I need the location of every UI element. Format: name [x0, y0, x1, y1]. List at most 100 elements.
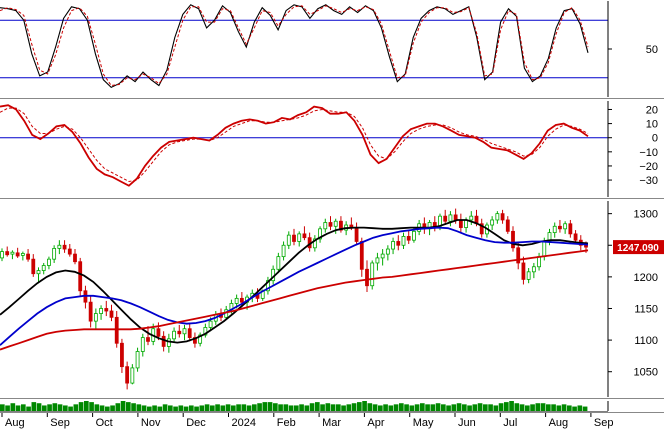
price-panel: 1300125012001150110010501247.090 [0, 208, 664, 390]
candle-body [161, 335, 166, 347]
candle-body [391, 241, 395, 250]
volume-bar [320, 404, 325, 411]
candle [47, 256, 51, 270]
volume-bar [451, 404, 457, 411]
candle [505, 216, 510, 234]
candle [172, 327, 176, 343]
volume-bar [231, 405, 236, 411]
candle-body [401, 236, 406, 246]
y-tick-label: 1300 [634, 209, 658, 221]
volume-bar [246, 405, 252, 411]
candle-body [15, 252, 20, 257]
volume-bar [315, 402, 320, 411]
volume-bar [15, 405, 21, 411]
candle-body [73, 253, 77, 263]
x-tick-label: 2024 [232, 417, 256, 429]
candle-body [406, 236, 411, 241]
candle-body [323, 222, 328, 230]
volume-bar [309, 403, 315, 411]
candle [354, 222, 359, 246]
volume-bar [0, 404, 5, 411]
y-tick-label: 0 [652, 133, 658, 145]
volume-bar [467, 405, 472, 411]
volume-bar [210, 405, 215, 411]
volume-bar [189, 405, 194, 411]
candle [521, 256, 526, 285]
volume-bar [252, 404, 257, 411]
candle-body [193, 337, 197, 344]
candle [297, 231, 302, 247]
volume-bar [519, 404, 525, 411]
candle-body [57, 244, 62, 249]
candle-body [198, 334, 203, 344]
x-tick-label: Sep [50, 417, 70, 429]
volume-bar [509, 401, 514, 411]
candle [266, 276, 270, 295]
candle-body [146, 337, 150, 342]
volume-bar [194, 406, 199, 411]
last-price-tag [613, 240, 664, 255]
volume-bar [78, 402, 84, 411]
candle-body [114, 316, 119, 344]
x-tick-label: May [413, 417, 434, 429]
candle [511, 226, 515, 252]
candle [323, 218, 328, 233]
x-tick-label: Feb [277, 417, 296, 429]
candle [187, 323, 192, 342]
volume-bar [299, 404, 304, 411]
volume-bar [561, 404, 567, 411]
candle-body [88, 301, 93, 322]
candle-body [5, 251, 10, 256]
volume-bar [99, 405, 105, 411]
volume-bar [267, 402, 273, 411]
candle-body [120, 342, 124, 368]
candle [286, 231, 291, 250]
candle [281, 241, 286, 261]
candle [182, 324, 187, 341]
volume-bar [546, 404, 551, 411]
candle [552, 222, 557, 238]
volume-bar [89, 402, 94, 411]
candle [276, 252, 281, 274]
candle [203, 323, 208, 338]
candle-body [500, 213, 505, 221]
candle-body [41, 265, 46, 271]
y-tick-label: 1100 [634, 335, 658, 347]
candle [73, 249, 77, 265]
candle [292, 228, 296, 246]
volume-bar [336, 404, 341, 411]
candle [15, 247, 20, 258]
volume-bar [283, 404, 289, 411]
x-tick-label: Aug [5, 417, 25, 429]
candle [36, 267, 41, 282]
volume-bar [120, 401, 126, 411]
candle [307, 232, 312, 252]
volume-bar [141, 405, 147, 411]
candle [193, 332, 197, 348]
candle-body [380, 253, 385, 259]
y-tick-label: −20 [639, 161, 658, 173]
candle-body [234, 297, 239, 304]
candle-body [573, 233, 578, 241]
x-tick-label: Oct [96, 417, 113, 429]
volume-bar [162, 404, 168, 411]
stoch-k-line [0, 4, 589, 89]
candle-body [187, 328, 192, 338]
y-tick-label: 1050 [634, 367, 658, 379]
candle [558, 219, 562, 233]
ma-red-line [0, 249, 589, 351]
candle [109, 304, 114, 322]
candle [469, 211, 474, 226]
stoch-d-line [0, 5, 589, 87]
volume-bar [378, 405, 383, 411]
candle-body [412, 230, 416, 241]
candle-body [10, 251, 15, 255]
candle-body [0, 251, 4, 259]
candle-body [490, 219, 495, 226]
candle-body [135, 351, 140, 369]
x-axis: Aug Sep Oct Nov Dec 2024 Feb Mar Apr May Jun Jul Aug… [0, 411, 613, 429]
volume-bar [383, 404, 388, 411]
candle [537, 252, 541, 271]
candle-body [469, 215, 474, 221]
candle-body [281, 244, 286, 258]
